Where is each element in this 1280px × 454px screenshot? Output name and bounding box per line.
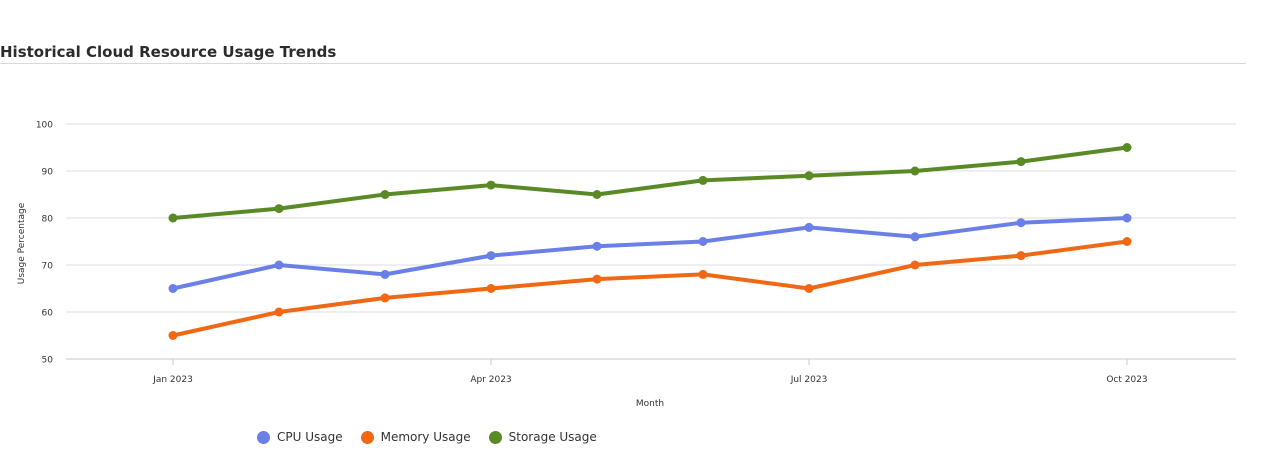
- memory-usage-point: [486, 284, 496, 293]
- x-tick-label: Jan 2023: [152, 375, 193, 385]
- cpu-usage-point: [380, 269, 390, 279]
- legend-item-memory-usage[interactable]: Memory Usage: [360, 430, 471, 444]
- legend-item-storage-usage[interactable]: Storage Usage: [488, 430, 597, 444]
- y-tick-label: 50: [42, 356, 54, 366]
- legend-label: CPU Usage: [277, 430, 343, 444]
- memory-usage-point: [592, 274, 602, 284]
- x-axis-title: Month: [636, 399, 664, 409]
- memory-usage-line: [171, 239, 1129, 338]
- memory-usage-point: [380, 293, 390, 303]
- y-tick-label: 90: [42, 168, 54, 178]
- storage-usage-point: [698, 175, 708, 185]
- storage-usage-point: [380, 190, 390, 199]
- cpu-usage-line: [171, 216, 1129, 291]
- legend-label: Storage Usage: [508, 430, 597, 444]
- legend-marker-icon: [360, 430, 374, 444]
- cpu-usage-point: [592, 241, 602, 251]
- storage-usage-point: [1122, 143, 1132, 152]
- chart-title: Historical Cloud Resource Usage Trends: [0, 43, 337, 61]
- memory-usage-point: [698, 269, 708, 279]
- cpu-usage-point: [804, 222, 814, 232]
- y-tick-label: 80: [42, 215, 54, 225]
- cpu-usage-point: [274, 260, 284, 270]
- storage-usage-point: [804, 171, 814, 181]
- legend-label: Memory Usage: [380, 430, 471, 444]
- legend-marker-icon: [488, 430, 502, 444]
- storage-usage-point: [486, 180, 496, 190]
- x-tick-label: Oct 2023: [1106, 375, 1147, 385]
- memory-usage-point: [274, 307, 284, 317]
- memory-usage-point: [1122, 237, 1132, 246]
- y-axis-title: Usage Percentage: [17, 202, 27, 284]
- memory-usage-point: [168, 331, 178, 340]
- x-tick-label: Apr 2023: [470, 375, 511, 385]
- y-tick-label: 60: [42, 309, 54, 319]
- memory-usage-point: [910, 260, 920, 270]
- y-tick-label: 70: [42, 262, 54, 272]
- y-tick-label: 100: [36, 121, 53, 131]
- x-tick-label: Jul 2023: [790, 375, 828, 385]
- storage-usage-line: [171, 145, 1129, 220]
- chart-legend: CPU Usage Memory Usage Storage Usage: [257, 430, 615, 444]
- legend-marker-icon: [257, 430, 270, 444]
- cpu-usage-point: [1122, 213, 1132, 223]
- cpu-usage-point: [698, 237, 708, 246]
- legend-item-cpu-usage[interactable]: CPU Usage: [257, 430, 343, 444]
- cpu-usage-point: [486, 251, 496, 261]
- cpu-usage-point: [910, 232, 920, 242]
- storage-usage-point: [168, 213, 178, 223]
- chart-header: Historical Cloud Resource Usage Trends: [0, 40, 1246, 64]
- cpu-usage-point: [1016, 218, 1026, 228]
- storage-usage-point: [274, 204, 284, 214]
- cpu-usage-point: [168, 284, 178, 293]
- memory-usage-point: [804, 284, 814, 293]
- memory-usage-point: [1016, 251, 1026, 261]
- storage-usage-point: [910, 166, 920, 176]
- storage-usage-point: [592, 190, 602, 199]
- storage-usage-point: [1016, 157, 1026, 167]
